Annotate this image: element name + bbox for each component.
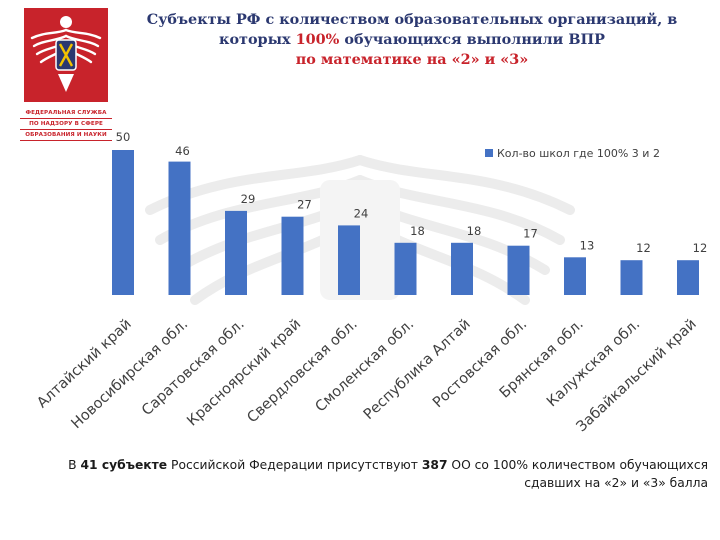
footer-text-2: Российской Федерации присутствуют — [167, 458, 422, 472]
title-line3: по математике на «2» и «3» — [295, 51, 529, 68]
chart-legend: Кол-во школ где 100% 3 и 2 — [485, 147, 660, 160]
bar — [168, 161, 191, 295]
value-label: 29 — [241, 192, 256, 206]
legend-label: Кол-во школ где 100% 3 и 2 — [497, 147, 660, 160]
value-label: 46 — [175, 144, 190, 158]
logo-caption-line2: ПО НАДЗОРУ В СФЕРЕ — [20, 119, 112, 130]
category-label: Новосибирская обл. — [69, 316, 192, 432]
value-label: 50 — [116, 130, 131, 144]
footer-note: В 41 субъекте Российской Федерации прису… — [60, 456, 708, 492]
legend-swatch — [485, 149, 493, 157]
bar — [564, 257, 586, 295]
value-label: 12 — [636, 241, 651, 255]
value-label: 12 — [693, 241, 708, 255]
footer-text-3: ОО со 100% количеством обучающихся — [447, 458, 708, 472]
value-label: 18 — [467, 224, 482, 238]
category-label: Саратовская обл. — [139, 316, 248, 419]
category-label: Смоленская обл. — [313, 316, 418, 415]
bar — [112, 150, 134, 295]
value-label: 18 — [410, 224, 425, 238]
footer-school-count: 387 — [421, 458, 448, 472]
category-label: Свердловская обл. — [244, 316, 360, 426]
title-line2-pre: которых — [219, 31, 296, 48]
value-labels-group: 50 46 29 27 24 18 18 17 13 12 12 — [116, 130, 708, 255]
value-label: 24 — [354, 206, 369, 220]
bar-chart: Кол-во школ где 100% 3 и 2 50 46 29 27 24 18 1… — [34, 130, 708, 435]
logo-caption-line3: ОБРАЗОВАНИЯ И НАУКИ — [20, 130, 112, 141]
title-line2-post: обучающихся выполнили ВПР — [339, 31, 605, 48]
category-label: Красноярский край — [184, 316, 304, 429]
bar — [620, 260, 643, 295]
title-line2-highlight: 100% — [295, 31, 340, 48]
category-label: Ростовская обл. — [430, 316, 530, 411]
footer-text-1: В — [68, 458, 81, 472]
agency-logo: ФЕДЕРАЛЬНАЯ СЛУЖБА ПО НАДЗОРУ В СФЕРЕ ОБ… — [20, 8, 112, 150]
bar — [281, 216, 304, 295]
category-label: Калужская обл. — [544, 316, 643, 410]
bar — [225, 210, 247, 295]
bar — [394, 242, 417, 295]
title-line1: Субъекты РФ с количеством образовательны… — [146, 11, 678, 28]
slide-title: Субъекты РФ с количеством образовательны… — [112, 10, 712, 70]
value-label: 13 — [580, 238, 595, 252]
category-label: Алтайский край — [34, 316, 134, 411]
value-label: 17 — [523, 227, 538, 241]
footer-text-4: сдавших на «2» и «3» балла — [524, 476, 708, 490]
category-label: Забайкальский край — [574, 316, 700, 435]
bar — [338, 225, 360, 295]
category-label: Республика Алтай — [361, 316, 474, 423]
footer-subject-count: 41 субъекте — [80, 458, 168, 472]
bar — [507, 245, 530, 295]
federal-eagle-emblem-icon — [24, 8, 108, 102]
value-label: 27 — [297, 198, 312, 212]
bar — [677, 260, 699, 295]
bars-group — [112, 150, 699, 295]
logo-caption-line1: ФЕДЕРАЛЬНАЯ СЛУЖБА — [20, 108, 112, 119]
bar — [451, 242, 473, 295]
